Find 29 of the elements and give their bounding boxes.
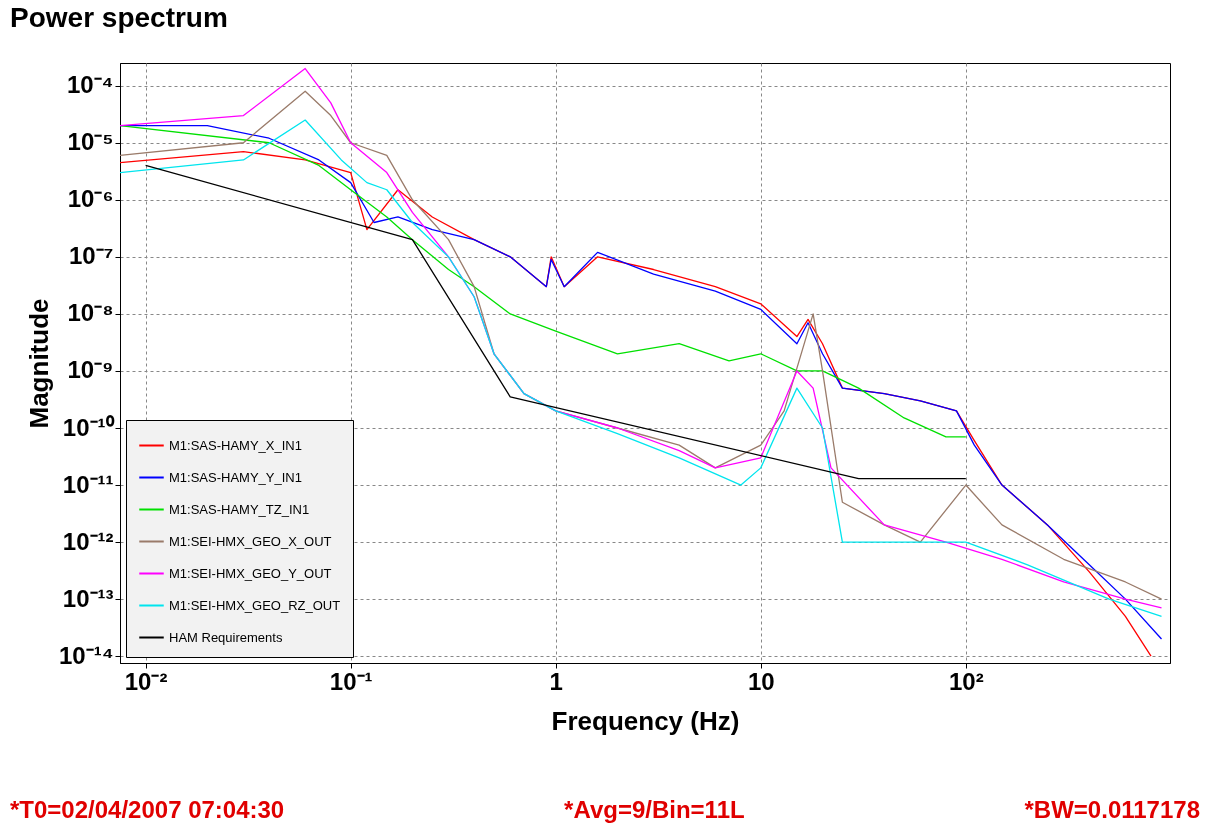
x-tick-label: 10 [747, 667, 775, 695]
chart-title: Power spectrum [10, 2, 228, 33]
y-tick-label: 10⁻¹⁰ [62, 413, 115, 441]
y-tick-label: 10⁻⁵ [67, 128, 114, 156]
x-tick-label: 10² [949, 667, 984, 695]
y-tick-label: 10⁻¹⁴ [58, 641, 114, 669]
text: *T0=02/04/2007 07:04:30 [10, 796, 285, 824]
y-tick-label: 10⁻¹² [62, 527, 114, 555]
y-tick-label: 10⁻⁷ [68, 242, 114, 270]
legend-label: HAM Requirements [169, 629, 283, 645]
legend-label: M1:SEI-HMX_GEO_RZ_OUT [169, 597, 341, 613]
y-axis-title: Magnitude [23, 298, 54, 429]
y-tick-label: 10⁻¹³ [62, 584, 114, 612]
text: *Avg=9/Bin=11L [564, 796, 745, 824]
text: *BW=0.0117178 [1024, 796, 1200, 824]
legend-label: M1:SAS-HAMY_X_IN1 [169, 437, 302, 453]
legend-label: M1:SEI-HMX_GEO_X_OUT [169, 533, 332, 549]
y-tick-label: 10⁻⁶ [67, 185, 114, 213]
x-axis-title: Frequency (Hz) [551, 705, 740, 736]
legend-label: M1:SAS-HAMY_Y_IN1 [169, 469, 302, 485]
y-tick-label: 10⁻¹¹ [62, 470, 114, 498]
legend-label: M1:SAS-HAMY_TZ_IN1 [169, 501, 310, 517]
x-tick-label: 10⁻² [124, 667, 168, 695]
y-tick-label: 10⁻⁴ [66, 71, 114, 99]
x-tick-label: 1 [549, 667, 563, 695]
x-tick-label: 10⁻¹ [329, 667, 373, 695]
legend-label: M1:SEI-HMX_GEO_Y_OUT [169, 565, 332, 581]
y-tick-label: 10⁻⁹ [67, 356, 114, 384]
y-tick-label: 10⁻⁸ [67, 299, 114, 327]
